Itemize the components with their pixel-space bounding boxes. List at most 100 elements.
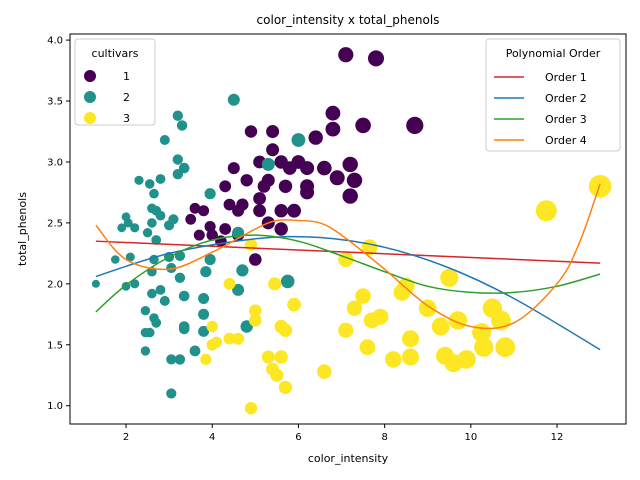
y-tick-label: 2.0 — [47, 279, 63, 290]
scatter-point-cultivar-2 — [236, 264, 249, 277]
scatter-point-cultivar-1 — [257, 179, 271, 193]
scatter-point-cultivar-1 — [198, 205, 210, 217]
scatter-point-cultivar-2 — [117, 223, 127, 233]
scatter-point-cultivar-2 — [227, 93, 240, 106]
x-tick-label: 12 — [551, 432, 564, 443]
scatter-point-cultivar-3 — [200, 353, 212, 365]
scatter-point-cultivar-1 — [253, 204, 266, 218]
scatter-point-cultivar-3 — [317, 364, 332, 379]
legend-label-3: 3 — [123, 112, 130, 125]
legend-cultivars: cultivars 1 2 3 — [74, 38, 156, 126]
legend-label-order4: Order 4 — [545, 134, 587, 147]
scatter-point-cultivar-1 — [300, 185, 315, 200]
scatter-point-cultivar-3 — [431, 317, 450, 336]
scatter-point-cultivar-1 — [406, 116, 424, 134]
scatter-point-cultivar-2 — [125, 252, 135, 262]
scatter-point-cultivar-1 — [219, 180, 232, 193]
scatter-point-cultivar-2 — [232, 226, 245, 239]
scatter-point-cultivar-1 — [232, 204, 245, 217]
legend-poly-box — [485, 38, 621, 152]
scatter-point-cultivar-3 — [268, 277, 282, 291]
scatter-point-cultivar-3 — [440, 268, 459, 287]
scatter-point-cultivar-2 — [140, 346, 151, 356]
scatter-point-cultivar-2 — [155, 285, 166, 295]
scatter-point-cultivar-3 — [338, 322, 354, 338]
y-tick-label: 2.5 — [47, 218, 63, 229]
scatter-point-cultivar-2 — [291, 133, 306, 147]
legend-poly-title: Polynomial Order — [506, 47, 601, 60]
scatter-point-cultivar-1 — [266, 143, 280, 157]
scatter-point-cultivar-3 — [588, 175, 612, 198]
scatter-point-cultivar-1 — [317, 160, 332, 176]
scatter-point-cultivar-2 — [232, 283, 245, 296]
axes: 2 4 6 8 10 121.01.52.02.53.03.54.0 — [47, 36, 563, 443]
plot-frame — [69, 33, 627, 425]
y-tick-label: 4.0 — [47, 36, 63, 47]
scatter-point-cultivar-3 — [278, 323, 293, 337]
scatter-point-cultivar-3 — [535, 200, 557, 222]
scatter-point-cultivar-2 — [172, 110, 183, 121]
scatter-point-cultivar-2 — [164, 220, 175, 231]
chart-title: color_intensity x total_phenols — [257, 13, 440, 27]
scatter-point-cultivar-2 — [166, 262, 177, 274]
scatter-point-cultivar-1 — [278, 179, 293, 193]
scatter-point-cultivar-1 — [185, 213, 197, 225]
y-tick-label: 1.0 — [47, 401, 63, 412]
scatter-point-cultivar-2 — [147, 218, 157, 228]
x-tick-label: 2 — [123, 432, 129, 443]
scatter-point-cultivar-2 — [172, 169, 183, 180]
scatter-point-cultivar-1 — [266, 125, 280, 138]
legend-marker-1 — [84, 70, 96, 82]
scatter-point-cultivar-3 — [206, 339, 218, 351]
scatter-point-cultivar-2 — [140, 306, 151, 316]
scatter-point-cultivar-1 — [219, 223, 232, 235]
legend-marker-3 — [84, 112, 96, 124]
scatter-point-cultivar-2 — [166, 388, 177, 399]
scatter-point-cultivar-1 — [244, 125, 258, 138]
scatter-point-cultivar-1 — [300, 161, 315, 176]
scatter-point-cultivar-2 — [144, 327, 155, 338]
scatter-point-cultivar-3 — [418, 299, 437, 318]
y-axis-label: total_phenols — [16, 192, 29, 266]
scatter-point-cultivar-3 — [261, 350, 275, 364]
x-tick-label: 4 — [209, 432, 215, 443]
scatter-point-cultivar-2 — [123, 218, 133, 228]
scatter-point-cultivar-1 — [189, 202, 201, 214]
scatter-point-cultivar-2 — [147, 288, 157, 299]
scatter-point-cultivar-1 — [204, 221, 216, 233]
scatter-point-cultivar-3 — [346, 300, 363, 316]
scatter-point-cultivar-2 — [176, 120, 188, 131]
scatter-point-cultivar-2 — [159, 295, 170, 306]
scatter-point-cultivar-1 — [274, 222, 288, 236]
y-tick-label: 3.0 — [47, 157, 63, 168]
legend-cultivars-title: cultivars — [92, 47, 139, 60]
regression-line-order1 — [95, 240, 601, 264]
scatter-point-cultivar-2 — [204, 188, 216, 200]
x-tick-label: 8 — [381, 432, 387, 443]
scatter-point-cultivar-3 — [232, 332, 245, 345]
regression-line-order4 — [95, 183, 601, 330]
scatter-point-cultivar-3 — [402, 330, 419, 348]
legend-label-order1: Order 1 — [545, 71, 587, 84]
scatter-point-cultivar-2 — [174, 272, 186, 283]
legend-label-order3: Order 3 — [545, 113, 587, 126]
scatter-point-cultivar-2 — [261, 157, 275, 171]
x-tick-label: 10 — [464, 432, 477, 443]
scatter-point-cultivar-2 — [130, 223, 140, 233]
scatter-point-cultivar-1 — [227, 162, 240, 175]
scatter-point-cultivar-2 — [142, 228, 153, 238]
legend-label-1: 1 — [123, 70, 130, 83]
scatter-point-cultivar-3 — [393, 284, 411, 301]
scatter-point-cultivar-3 — [359, 339, 376, 356]
scatter-point-cultivar-3 — [363, 312, 380, 329]
scatter-point-cultivar-2 — [198, 325, 210, 337]
scatter-point-cultivar-1 — [249, 253, 262, 266]
scatter-point-cultivar-1 — [223, 198, 236, 211]
regression-line-order3 — [95, 234, 601, 313]
scatter-point-cultivar-2 — [280, 274, 295, 289]
scatter-point-cultivar-3 — [385, 351, 402, 368]
scatter-point-cultivar-3 — [495, 337, 516, 358]
scatter-point-cultivar-1 — [274, 204, 288, 218]
scatter-point-cultivar-1 — [368, 50, 384, 67]
scatter-point-cultivar-2 — [149, 188, 159, 199]
